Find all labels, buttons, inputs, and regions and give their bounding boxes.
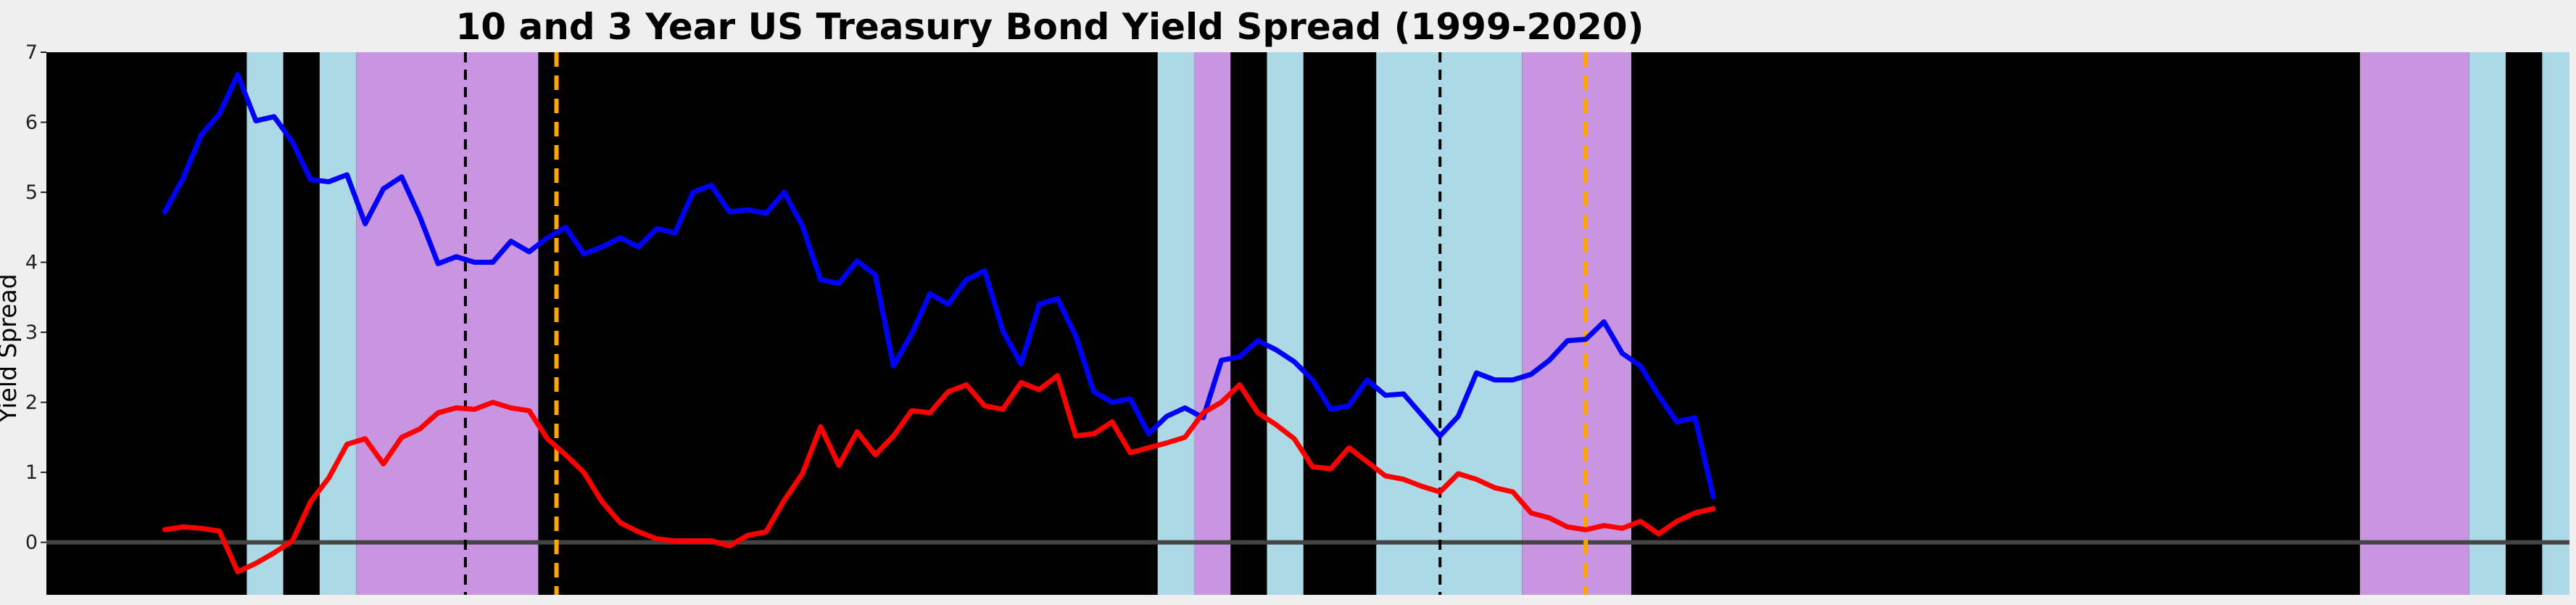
- shaded-band-2: [356, 52, 539, 595]
- y-tick-label-3: 3: [25, 321, 38, 344]
- shaded-band-4: [1193, 52, 1231, 595]
- y-tick-label-5: 5: [25, 181, 38, 204]
- shaded-band-1: [319, 52, 357, 595]
- series-layer: [162, 72, 1716, 575]
- shaded-band-6: [1376, 52, 1523, 595]
- series-line-0: [162, 72, 1716, 500]
- shaded-band-5: [1267, 52, 1304, 595]
- bands-layer: [247, 52, 2569, 595]
- chart-title: 10 and 3 Year US Treasury Bond Yield Spr…: [455, 6, 1644, 48]
- y-tick-label-6: 6: [25, 112, 38, 134]
- vlines-layer: [463, 52, 1589, 595]
- shaded-band-7: [1522, 52, 1631, 595]
- shaded-band-0: [247, 52, 283, 595]
- shaded-band-8: [2360, 52, 2469, 595]
- y-axis-ticks: 0 1 2 3 4 5 6 7: [25, 41, 46, 554]
- y-tick-label-1: 1: [25, 461, 38, 484]
- series-line-1: [162, 373, 1716, 575]
- shaded-band-3: [1157, 52, 1194, 595]
- y-tick-label-2: 2: [25, 392, 38, 414]
- shaded-band-10: [2542, 52, 2569, 595]
- y-tick-label-4: 4: [25, 252, 38, 274]
- shaded-band-9: [2469, 52, 2506, 595]
- y-axis-label: Yield Spread: [0, 273, 22, 423]
- y-tick-label-7: 7: [25, 41, 38, 64]
- y-tick-label-0: 0: [25, 532, 38, 554]
